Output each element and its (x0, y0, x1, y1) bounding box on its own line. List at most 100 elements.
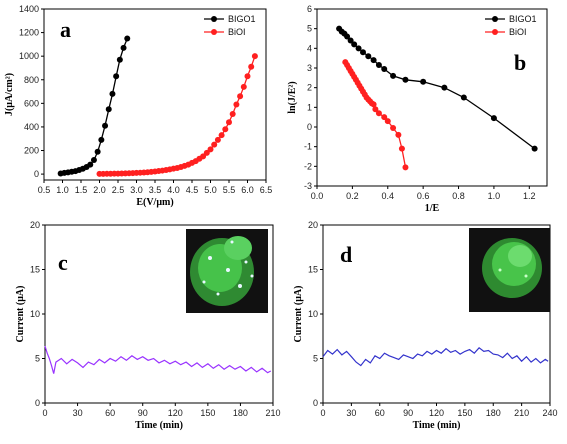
y-tick-label: -3 (304, 181, 312, 191)
x-tick-label: 1.0 (488, 191, 501, 201)
inset-image-d (469, 228, 550, 312)
x-tick-label: 5.5 (223, 185, 236, 195)
x-tick-label: 6.0 (241, 185, 254, 195)
x-tick-label: 60 (105, 408, 115, 418)
data-point (90, 156, 97, 163)
x-tick-label: 6.5 (260, 185, 273, 195)
y-tick-label: 4 (307, 43, 312, 53)
series-line-c (44, 345, 272, 374)
y-tick-label: 400 (24, 122, 39, 132)
y-tick-label: 1200 (19, 28, 39, 38)
legend-label: BiOI (228, 27, 246, 37)
data-point (390, 72, 397, 79)
data-point (441, 84, 448, 91)
legend-marker (492, 29, 498, 35)
data-point (360, 49, 366, 56)
y-tick-label: 0 (35, 398, 40, 408)
data-point (390, 124, 397, 131)
data-point (229, 110, 236, 117)
data-point (218, 132, 225, 139)
panel-a-label: a (60, 17, 71, 42)
x-tick-label: 180 (233, 408, 248, 418)
x-tick-label: 150 (200, 408, 215, 418)
panel-c-label: c (58, 250, 68, 275)
x-tick-label: 1.5 (75, 185, 88, 195)
data-point (214, 136, 221, 143)
x-tick-label: 0.8 (452, 191, 465, 201)
x-tick-label: 0.2 (346, 191, 359, 201)
y-axis-label: Current (μA) (15, 286, 26, 343)
data-point (109, 90, 116, 97)
x-tick-label: 240 (542, 408, 557, 418)
data-point (344, 33, 351, 40)
x-tick-label: 210 (514, 408, 529, 418)
data-point (370, 101, 377, 108)
inset-image-c (186, 229, 268, 313)
x-tick-label: 0.5 (38, 185, 51, 195)
data-point (347, 37, 354, 44)
x-tick-label: 3.5 (149, 185, 162, 195)
data-point (420, 78, 427, 85)
y-tick-label: 20 (308, 220, 318, 230)
x-tick-label: 0.0 (311, 191, 324, 201)
data-point (381, 65, 388, 72)
x-tick-label: 0 (42, 408, 47, 418)
y-tick-label: -1 (304, 142, 312, 152)
y-axis-label: Current (μA) (293, 286, 304, 343)
data-point (98, 136, 105, 143)
x-tick-label: 150 (457, 408, 472, 418)
x-tick-label: 90 (138, 408, 148, 418)
y-axis-label: ln(J/E²) (287, 81, 298, 113)
x-axis-label: Time (min) (413, 420, 461, 431)
x-tick-label: 0.4 (382, 191, 395, 201)
panel-b: b 0.0 0.2 0.4 0.6 0.8 1.0 1.2 -3 -2 -1 0 1 2 3 4 5 6 1/E l… (287, 4, 548, 214)
data-point (372, 106, 379, 113)
y-tick-label: 20 (30, 220, 40, 230)
x-tick-label: 0.6 (417, 191, 430, 201)
data-point (124, 35, 131, 42)
y-tick-label: 1000 (19, 51, 39, 61)
x-tick-label: 0 (320, 408, 325, 418)
data-point (94, 148, 101, 155)
data-point (460, 94, 467, 101)
y-tick-label: 2 (307, 83, 312, 93)
data-point (251, 53, 258, 60)
x-axis-label: E(V/μm) (136, 197, 173, 208)
y-tick-label: 15 (308, 265, 318, 275)
series-line-bigo1 (338, 28, 535, 150)
data-point (240, 83, 247, 90)
x-tick-label: 210 (265, 408, 280, 418)
x-tick-label: 3.0 (130, 185, 143, 195)
data-point (237, 93, 244, 100)
legend-label: BIGO1 (509, 14, 537, 24)
y-tick-label: 15 (30, 265, 40, 275)
data-point (244, 73, 251, 80)
data-point (233, 101, 240, 108)
data-point (365, 53, 372, 60)
y-tick-label: 5 (307, 24, 312, 34)
x-tick-label: 4.5 (186, 185, 199, 195)
data-point (120, 44, 127, 51)
y-tick-label: 0 (34, 169, 39, 179)
data-point (222, 126, 229, 133)
data-point (370, 57, 377, 64)
x-tick-label: 60 (375, 408, 385, 418)
data-point (490, 115, 497, 122)
data-point (402, 164, 409, 171)
x-tick-label: 5.0 (204, 185, 217, 195)
x-tick-label: 2.5 (112, 185, 125, 195)
data-point (116, 56, 123, 63)
legend-label: BIGO1 (228, 14, 256, 24)
data-point (102, 122, 109, 129)
y-tick-label: 5 (313, 354, 318, 364)
panel-d-label: d (340, 242, 352, 267)
y-tick-label: 600 (24, 98, 39, 108)
x-tick-label: 120 (168, 408, 183, 418)
data-point (211, 141, 218, 148)
data-point (381, 114, 388, 121)
y-tick-label: 3 (307, 63, 312, 73)
y-tick-label: 200 (24, 146, 39, 156)
x-tick-label: 1.0 (56, 185, 69, 195)
data-point (248, 63, 255, 70)
data-point (375, 110, 382, 117)
